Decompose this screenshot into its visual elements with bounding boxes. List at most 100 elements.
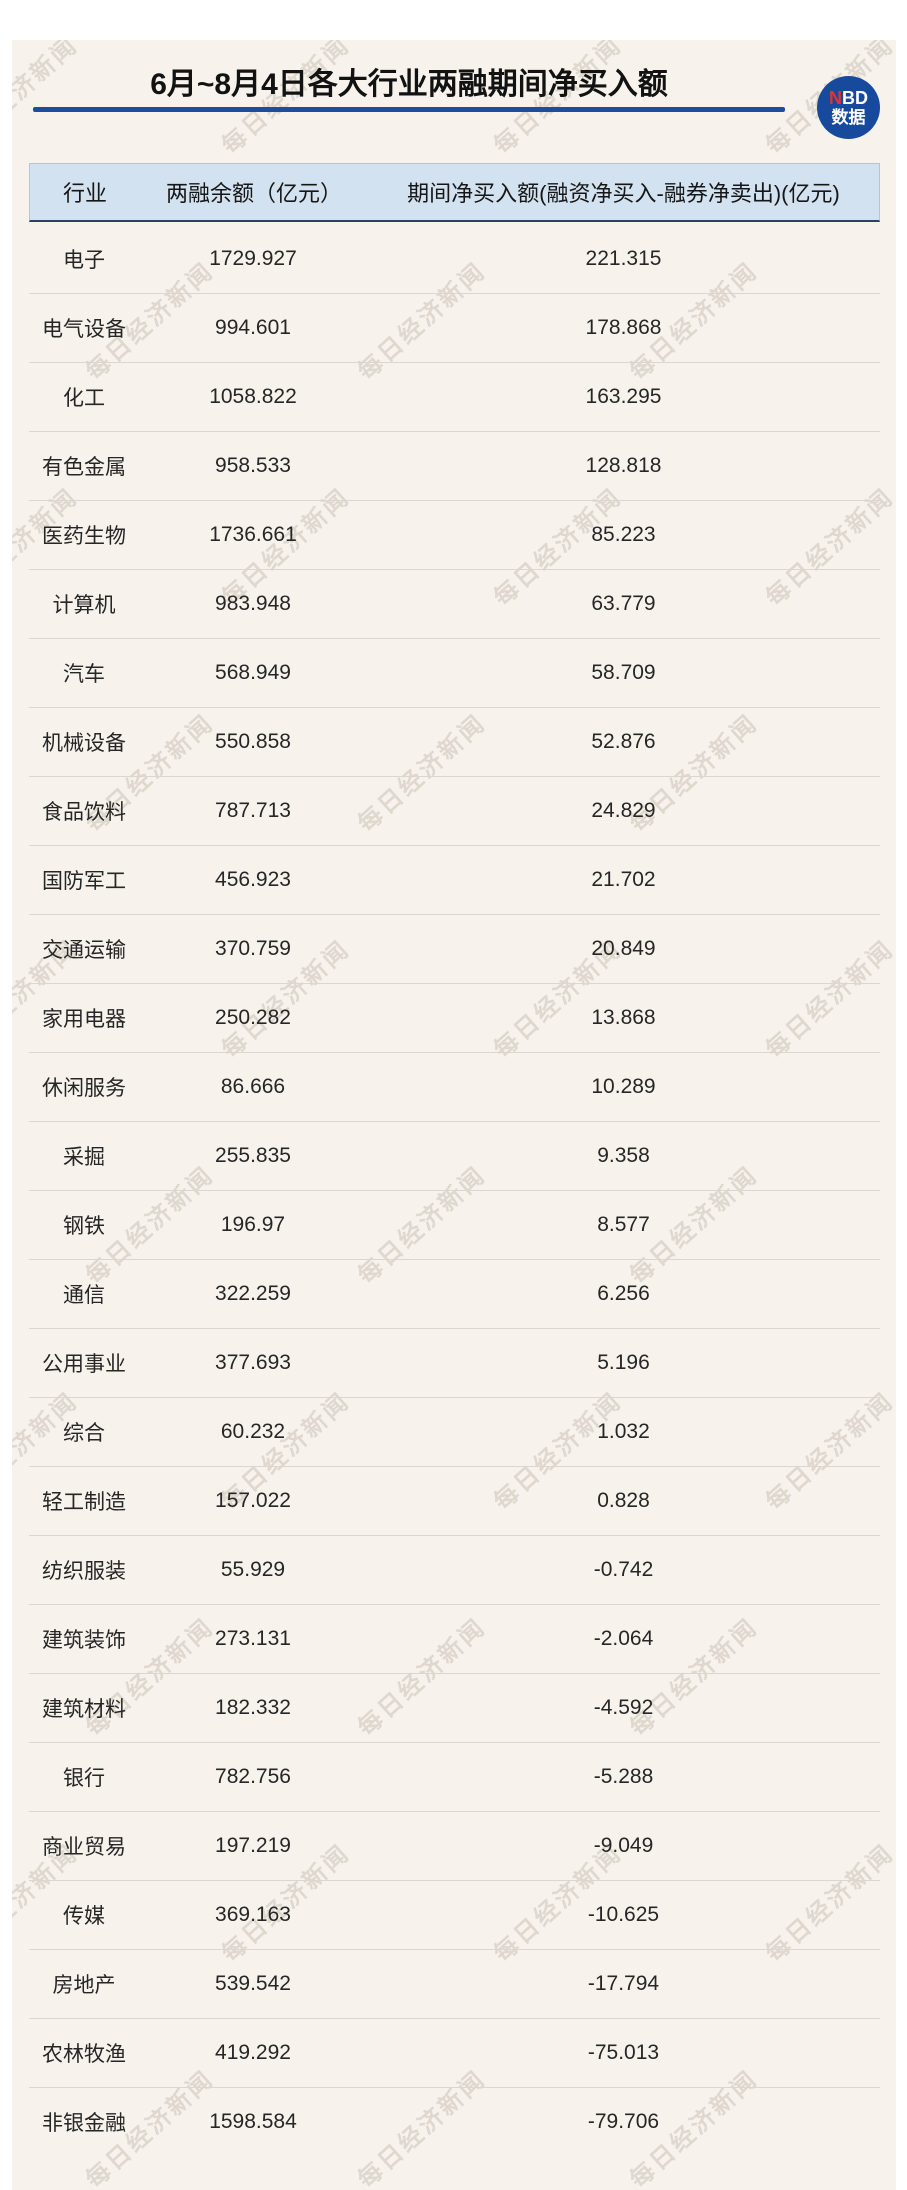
table-row: 公用事业 377.693 5.196 (29, 1328, 880, 1397)
net-buy-cell: 1.032 (597, 1420, 650, 1443)
balance-cell: 369.163 (215, 1903, 291, 1926)
industry-cell: 公用事业 (42, 1353, 126, 1376)
column-header-net-buy: 期间净买入额(融资净买入-融券净卖出)(亿元) (407, 181, 840, 206)
column-header-industry: 行业 (62, 181, 107, 206)
net-buy-cell: 10.289 (591, 1075, 656, 1098)
table-row: 电子 1729.927 221.315 (29, 224, 880, 293)
balance-cell: 273.131 (215, 1627, 291, 1650)
balance-cell: 157.022 (215, 1489, 291, 1512)
industry-cell: 农林牧渔 (42, 2043, 126, 2066)
table-row: 建筑材料 182.332 -4.592 (29, 1673, 880, 1742)
table-row: 家用电器 250.282 13.868 (29, 983, 880, 1052)
net-buy-cell: 52.876 (591, 730, 656, 753)
table-row: 电气设备 994.601 178.868 (29, 293, 880, 362)
balance-cell: 994.601 (215, 316, 291, 339)
net-buy-cell: 9.358 (597, 1144, 650, 1167)
net-buy-cell: 20.849 (591, 937, 656, 960)
balance-cell: 958.533 (215, 454, 291, 477)
net-buy-cell: 221.315 (585, 246, 662, 270)
net-buy-cell: -0.742 (593, 1558, 654, 1581)
balance-cell: 196.97 (220, 1213, 286, 1236)
balance-cell: 983.948 (215, 592, 291, 615)
industry-cell: 交通运输 (42, 939, 126, 962)
net-buy-cell: -75.013 (587, 2041, 660, 2064)
industry-cell: 综合 (63, 1422, 105, 1445)
table-row: 计算机 983.948 63.779 (29, 569, 880, 638)
table-row: 商业贸易 197.219 -9.049 (29, 1811, 880, 1880)
balance-cell: 782.756 (215, 1765, 291, 1788)
table-row: 食品饮料 787.713 24.829 (29, 776, 880, 845)
net-buy-cell: -79.706 (587, 2110, 660, 2133)
table-row: 有色金属 958.533 128.818 (29, 431, 880, 500)
industry-cell: 计算机 (52, 594, 116, 617)
table-row: 农林牧渔 419.292 -75.013 (29, 2018, 880, 2087)
net-buy-cell: -2.064 (593, 1627, 654, 1650)
table-row: 采掘 255.835 9.358 (29, 1121, 880, 1190)
industry-cell: 国防军工 (42, 870, 126, 893)
industry-cell: 通信 (63, 1284, 105, 1307)
industry-cell: 建筑装饰 (42, 1629, 126, 1652)
industry-cell: 汽车 (63, 663, 105, 686)
net-buy-cell: -9.049 (593, 1834, 654, 1857)
infographic-card: 每日经济新闻 每日经济新闻 每日经济新闻 每日经济新闻 每日经济新闻 每日经济新闻 每日经济… (12, 40, 896, 2190)
card-content: 6月~8月4日各大行业两融期间净买入额 NBD 数据 行业 两融余额（亿元） 期… (12, 40, 896, 2190)
balance-cell: 419.292 (215, 2041, 291, 2064)
table-row: 国防军工 456.923 21.702 (29, 845, 880, 914)
industry-cell: 食品饮料 (42, 801, 126, 824)
industry-cell: 机械设备 (42, 732, 126, 755)
net-buy-cell: 85.223 (591, 523, 656, 546)
net-buy-cell: 58.709 (591, 661, 656, 684)
table-row: 休闲服务 86.666 10.289 (29, 1052, 880, 1121)
table-body: 电子 1729.927 221.315 电气设备 994.601 178.868 化工 105… (29, 224, 880, 2156)
balance-cell: 1729.927 (209, 246, 297, 270)
balance-cell: 322.259 (215, 1282, 291, 1305)
balance-cell: 539.542 (215, 1972, 291, 1995)
net-buy-cell: 21.702 (591, 868, 656, 891)
table-row: 综合 60.232 1.032 (29, 1397, 880, 1466)
balance-cell: 550.858 (215, 730, 291, 753)
net-buy-cell: -5.288 (593, 1765, 654, 1788)
balance-cell: 60.232 (220, 1420, 286, 1443)
net-buy-cell: 8.577 (597, 1213, 650, 1236)
column-header-balance: 两融余额（亿元） (165, 181, 342, 206)
balance-cell: 86.666 (220, 1075, 286, 1098)
industry-cell: 采掘 (63, 1146, 105, 1169)
industry-cell: 钢铁 (63, 1215, 105, 1238)
net-buy-cell: 0.828 (597, 1489, 650, 1512)
table-row: 化工 1058.822 163.295 (29, 362, 880, 431)
logo-letter-n: N (829, 87, 842, 108)
balance-cell: 1736.661 (209, 523, 297, 546)
net-buy-cell: 63.779 (591, 592, 656, 615)
table-row: 建筑装饰 273.131 -2.064 (29, 1604, 880, 1673)
table-row: 传媒 369.163 -10.625 (29, 1880, 880, 1949)
net-buy-cell: 163.295 (585, 385, 662, 408)
table-row: 通信 322.259 6.256 (29, 1259, 880, 1328)
table-row: 机械设备 550.858 52.876 (29, 707, 880, 776)
balance-cell: 55.929 (220, 1558, 286, 1581)
nbd-logo-text: NBD (829, 87, 868, 108)
net-buy-cell: -17.794 (587, 1972, 660, 1995)
balance-cell: 250.282 (215, 1006, 291, 1029)
table-row: 钢铁 196.97 8.577 (29, 1190, 880, 1259)
table-row: 轻工制造 157.022 0.828 (29, 1466, 880, 1535)
industry-cell: 纺织服装 (42, 1560, 126, 1583)
industry-cell: 电子 (63, 248, 105, 272)
industry-cell: 房地产 (52, 1974, 116, 1997)
balance-cell: 1598.584 (209, 2110, 297, 2133)
net-buy-cell: 13.868 (591, 1006, 656, 1029)
table-row: 汽车 568.949 58.709 (29, 638, 880, 707)
nbd-logo-subtitle: 数据 (831, 107, 866, 127)
balance-cell: 197.219 (215, 1834, 291, 1857)
industry-cell: 商业贸易 (42, 1836, 126, 1859)
page-title: 6月~8月4日各大行业两融期间净买入额 (150, 68, 668, 101)
net-buy-cell: -4.592 (593, 1696, 654, 1719)
industry-cell: 家用电器 (42, 1008, 126, 1031)
industry-cell: 传媒 (63, 1905, 105, 1928)
balance-cell: 1058.822 (209, 385, 297, 408)
balance-cell: 787.713 (215, 799, 291, 822)
table-row: 交通运输 370.759 20.849 (29, 914, 880, 983)
balance-cell: 568.949 (215, 661, 291, 684)
nbd-logo: NBD 数据 (817, 76, 880, 139)
table-row: 银行 782.756 -5.288 (29, 1742, 880, 1811)
net-buy-cell: -10.625 (587, 1903, 660, 1926)
